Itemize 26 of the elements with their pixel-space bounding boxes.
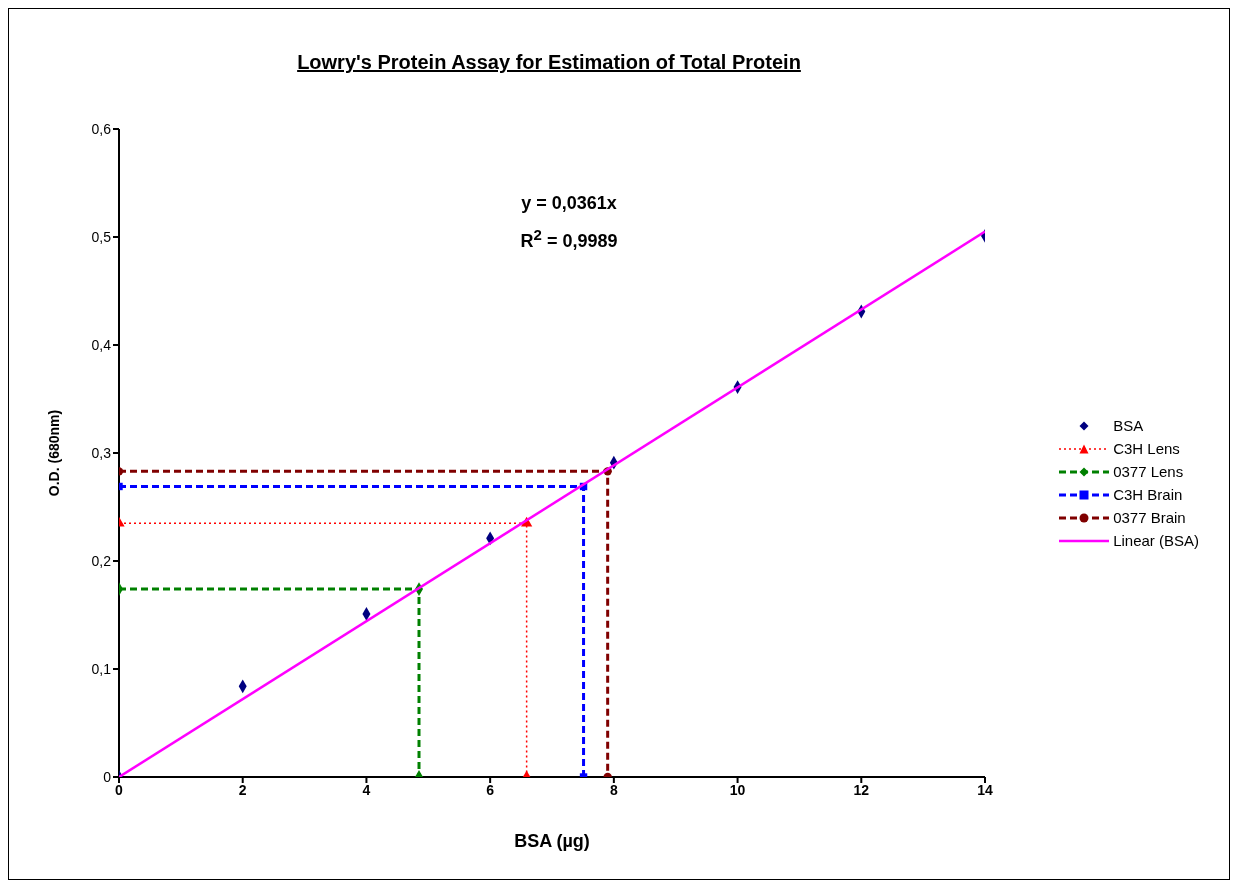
- x-tick-label: 14: [977, 781, 993, 798]
- x-tick-label: 10: [729, 781, 746, 798]
- annotation: y = 0,0361x: [520, 192, 618, 215]
- y-tick-label: 0,2: [91, 552, 112, 569]
- y-tick-label: 0,5: [91, 228, 112, 245]
- y-tick-label: 0,1: [91, 660, 112, 677]
- y-axis-title: O.D. (680nm): [45, 409, 62, 497]
- x-tick-label: 4: [362, 781, 371, 798]
- legend-label: BSA: [1113, 417, 1144, 434]
- y-tick-label: 0,6: [91, 120, 112, 137]
- x-tick-label: 12: [853, 781, 870, 798]
- legend-label: C3H Brain: [1113, 486, 1183, 503]
- x-tick-label: 2: [238, 781, 247, 798]
- x-tick-label: 6: [486, 781, 495, 798]
- y-tick-label: 0,3: [91, 444, 112, 461]
- legend-label: C3H Lens: [1113, 440, 1180, 457]
- legend-label: Linear (BSA): [1113, 532, 1199, 549]
- x-tick-label: 8: [609, 781, 618, 798]
- legend-label: 0377 Brain: [1113, 509, 1186, 526]
- chart-title: Lowry's Protein Assay for Estimation of Total Protein: [296, 51, 802, 74]
- y-tick-label: 0: [103, 768, 112, 785]
- x-tick-label: 0: [115, 781, 124, 798]
- y-tick-label: 0,4: [91, 336, 112, 353]
- legend-label: 0377 Lens: [1113, 463, 1184, 480]
- annotation: R$^{2}$ = 0,9989: [519, 225, 619, 253]
- x-axis-title: BSA (µg): [514, 831, 590, 851]
